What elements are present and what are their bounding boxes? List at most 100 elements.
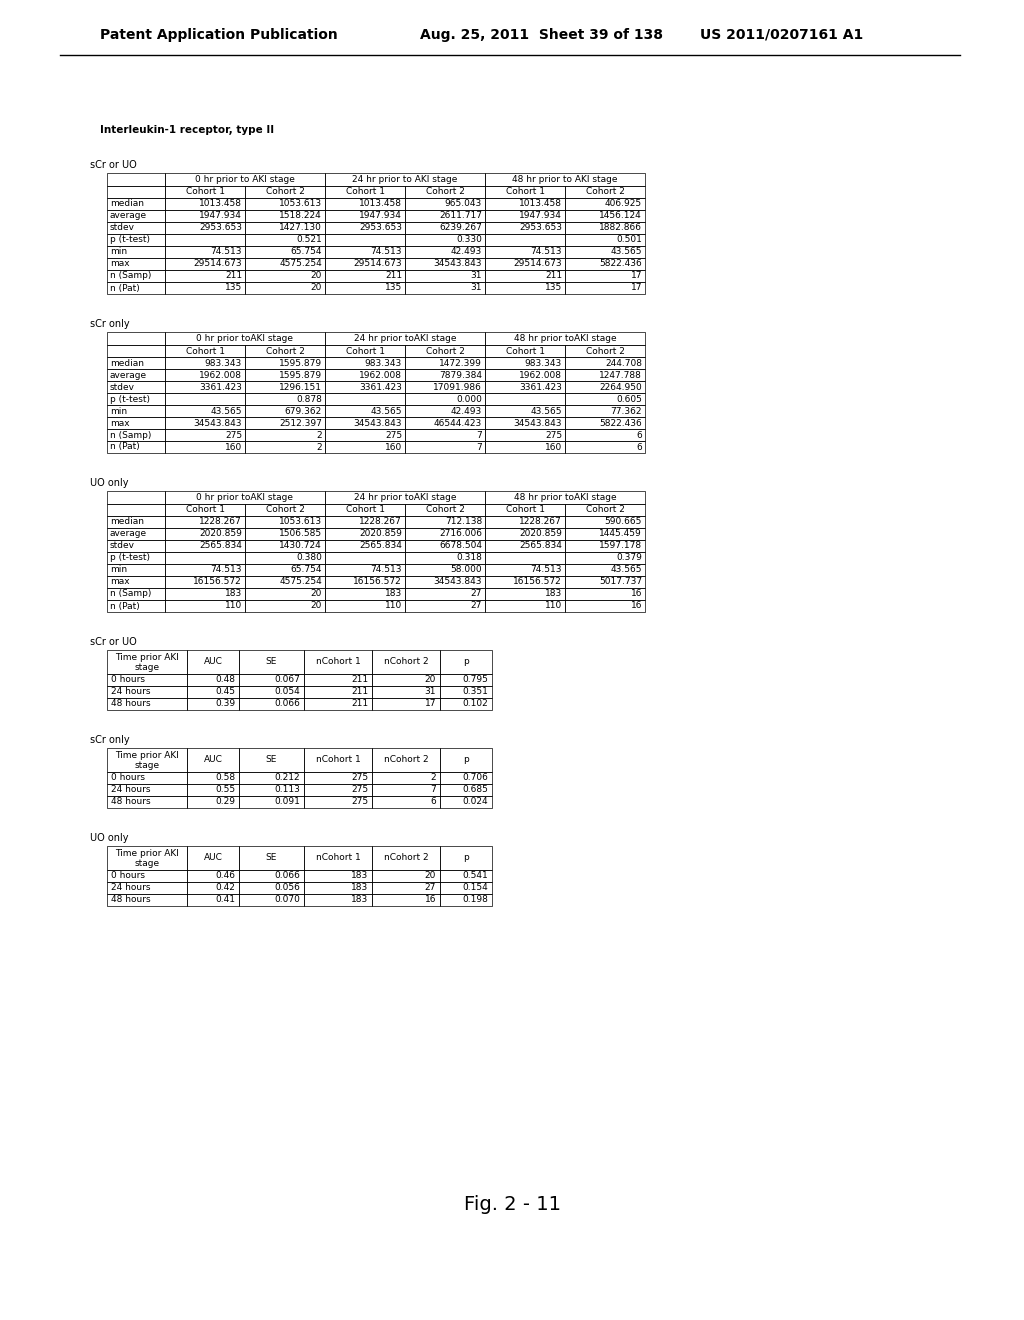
Bar (565, 552, 645, 564)
Text: nCohort 1: nCohort 1 (315, 854, 360, 862)
Bar (372, 882, 440, 894)
Text: 1518.224: 1518.224 (280, 211, 322, 220)
Bar (106, 393, 165, 405)
Text: 275: 275 (351, 785, 368, 795)
Text: 1947.934: 1947.934 (199, 211, 242, 220)
Bar (440, 772, 492, 784)
Bar (165, 186, 245, 198)
Text: 20: 20 (425, 871, 436, 880)
Bar (106, 356, 165, 370)
Bar (325, 491, 485, 504)
Bar (187, 649, 239, 675)
Text: 0.706: 0.706 (462, 774, 488, 783)
Bar (406, 210, 485, 222)
Bar (485, 516, 565, 528)
Text: median: median (110, 517, 144, 527)
Bar (325, 271, 406, 282)
Text: 211: 211 (351, 700, 368, 709)
Text: 110: 110 (385, 602, 402, 610)
Bar (187, 882, 239, 894)
Bar (485, 417, 565, 429)
Bar (106, 528, 165, 540)
Bar (245, 198, 325, 210)
Text: 31: 31 (425, 688, 436, 697)
Text: 0 hours: 0 hours (111, 676, 145, 685)
Text: 0.070: 0.070 (274, 895, 300, 904)
Text: n (Pat): n (Pat) (110, 602, 139, 610)
Text: average: average (110, 211, 147, 220)
Bar (239, 846, 304, 870)
Text: 2020.859: 2020.859 (519, 529, 562, 539)
Bar (106, 846, 187, 870)
Bar (440, 894, 492, 906)
Bar (485, 246, 565, 257)
Bar (565, 417, 645, 429)
Text: 1445.459: 1445.459 (599, 529, 642, 539)
Text: 74.513: 74.513 (530, 248, 562, 256)
Bar (187, 675, 239, 686)
Bar (106, 234, 165, 246)
Bar (406, 504, 485, 516)
Text: 5822.436: 5822.436 (599, 418, 642, 428)
Text: Time prior AKI: Time prior AKI (115, 849, 179, 858)
Bar (239, 649, 304, 675)
Bar (304, 894, 372, 906)
Bar (372, 846, 440, 870)
Bar (325, 393, 406, 405)
Text: max: max (110, 260, 130, 268)
Bar (325, 186, 406, 198)
Bar (406, 405, 485, 417)
Text: 0.066: 0.066 (274, 700, 300, 709)
Bar (106, 441, 165, 453)
Text: 0.380: 0.380 (296, 553, 322, 562)
Bar (406, 356, 485, 370)
Bar (245, 405, 325, 417)
Text: 0.42: 0.42 (215, 883, 234, 892)
Bar (245, 540, 325, 552)
Bar (565, 429, 645, 441)
Bar (406, 601, 485, 612)
Bar (245, 282, 325, 294)
Bar (165, 516, 245, 528)
Bar (565, 198, 645, 210)
Text: nCohort 2: nCohort 2 (384, 755, 428, 764)
Bar (485, 381, 565, 393)
Bar (187, 796, 239, 808)
Text: 34543.843: 34543.843 (194, 418, 242, 428)
Bar (325, 564, 406, 576)
Text: 0.55: 0.55 (215, 785, 234, 795)
Text: 29514.673: 29514.673 (513, 260, 562, 268)
Bar (245, 552, 325, 564)
Bar (187, 894, 239, 906)
Bar (165, 576, 245, 587)
Text: 20: 20 (310, 272, 322, 281)
Text: 1947.934: 1947.934 (519, 211, 562, 220)
Text: 211: 211 (351, 688, 368, 697)
Text: 6: 6 (430, 797, 436, 807)
Bar (406, 246, 485, 257)
Text: 1228.267: 1228.267 (359, 517, 402, 527)
Text: SE: SE (266, 657, 278, 667)
Text: 65.754: 65.754 (291, 565, 322, 574)
Text: 48 hours: 48 hours (111, 797, 151, 807)
Text: 1882.866: 1882.866 (599, 223, 642, 232)
Bar (165, 564, 245, 576)
Bar (565, 222, 645, 234)
Text: 0.41: 0.41 (215, 895, 234, 904)
Text: 183: 183 (351, 895, 368, 904)
Text: 0.056: 0.056 (274, 883, 300, 892)
Bar (106, 870, 187, 882)
Bar (372, 870, 440, 882)
Text: 34543.843: 34543.843 (433, 260, 482, 268)
Bar (106, 552, 165, 564)
Bar (106, 246, 165, 257)
Text: 0.024: 0.024 (463, 797, 488, 807)
Bar (325, 601, 406, 612)
Bar (245, 345, 325, 356)
Bar (325, 198, 406, 210)
Text: 24 hours: 24 hours (111, 785, 151, 795)
Text: 1947.934: 1947.934 (359, 211, 402, 220)
Bar (165, 552, 245, 564)
Bar (245, 576, 325, 587)
Bar (406, 222, 485, 234)
